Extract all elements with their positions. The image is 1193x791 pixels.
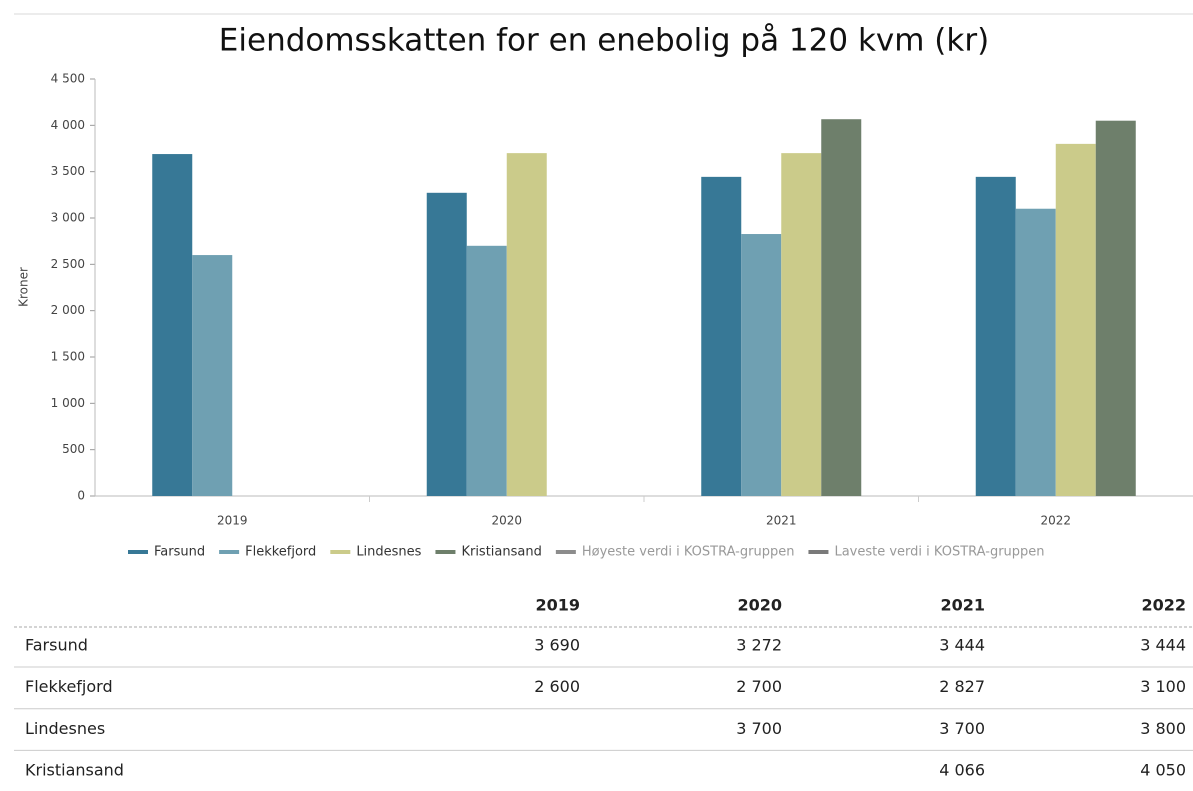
table-cell: 3 444 [1140,636,1186,655]
row-label: Flekkefjord [25,677,113,696]
legend-label: Kristiansand [461,545,541,560]
legend-label: Høyeste verdi i KOSTRA-gruppen [582,545,795,560]
y-tick-label: 3 000 [51,211,85,225]
y-tick-label: 3 500 [51,164,85,178]
bar [1055,143,1096,496]
x-tick-label: 2022 [1040,514,1071,528]
x-tick-label: 2020 [491,514,522,528]
table-cell: 2 700 [736,677,782,696]
bar [152,154,193,496]
table-cell: 3 700 [736,719,782,738]
bar [192,255,233,496]
bar [701,176,742,496]
table-cell: 3 800 [1140,719,1186,738]
y-tick-label: 1 000 [51,396,85,410]
row-label: Farsund [25,636,88,655]
x-tick-label: 2021 [766,514,797,528]
chart-title: Eiendomsskatten for en enebolig på 120 k… [219,23,989,59]
legend-label: Flekkefjord [245,545,316,560]
table-header: 2019 [535,596,580,615]
table-header: 2021 [940,596,985,615]
y-tick-label: 2 000 [51,303,85,317]
y-tick-label: 4 000 [51,118,85,132]
bar [1015,208,1056,496]
table-header: 2022 [1141,596,1186,615]
table-header: 2020 [737,596,782,615]
y-tick-label: 500 [62,442,85,456]
table-cell: 2 600 [534,677,580,696]
y-tick-label: 0 [77,489,85,503]
bar [821,119,862,496]
bar [781,153,822,496]
bar [506,153,547,496]
bar [426,192,467,496]
row-label: Lindesnes [25,719,105,738]
table-cell: 3 272 [736,636,782,655]
legend-label: Lindesnes [356,545,421,560]
y-tick-label: 2 500 [51,257,85,271]
y-tick-label: 1 500 [51,350,85,364]
legend-label: Farsund [154,545,205,560]
row-label: Kristiansand [25,761,124,780]
legend-label: Laveste verdi i KOSTRA-gruppen [834,545,1044,560]
bar [466,245,507,496]
table-cell: 3 700 [939,719,985,738]
bar [741,234,782,497]
table-cell: 4 066 [939,761,985,780]
y-axis-label: Kroner [17,267,31,307]
bar [975,176,1016,496]
table-cell: 3 444 [939,636,985,655]
y-tick-label: 4 500 [51,72,85,86]
table-cell: 4 050 [1140,761,1186,780]
bar [1095,120,1136,496]
table-cell: 3 690 [534,636,580,655]
x-tick-label: 2019 [217,514,248,528]
table-cell: 3 100 [1140,677,1186,696]
table-cell: 2 827 [939,677,985,696]
